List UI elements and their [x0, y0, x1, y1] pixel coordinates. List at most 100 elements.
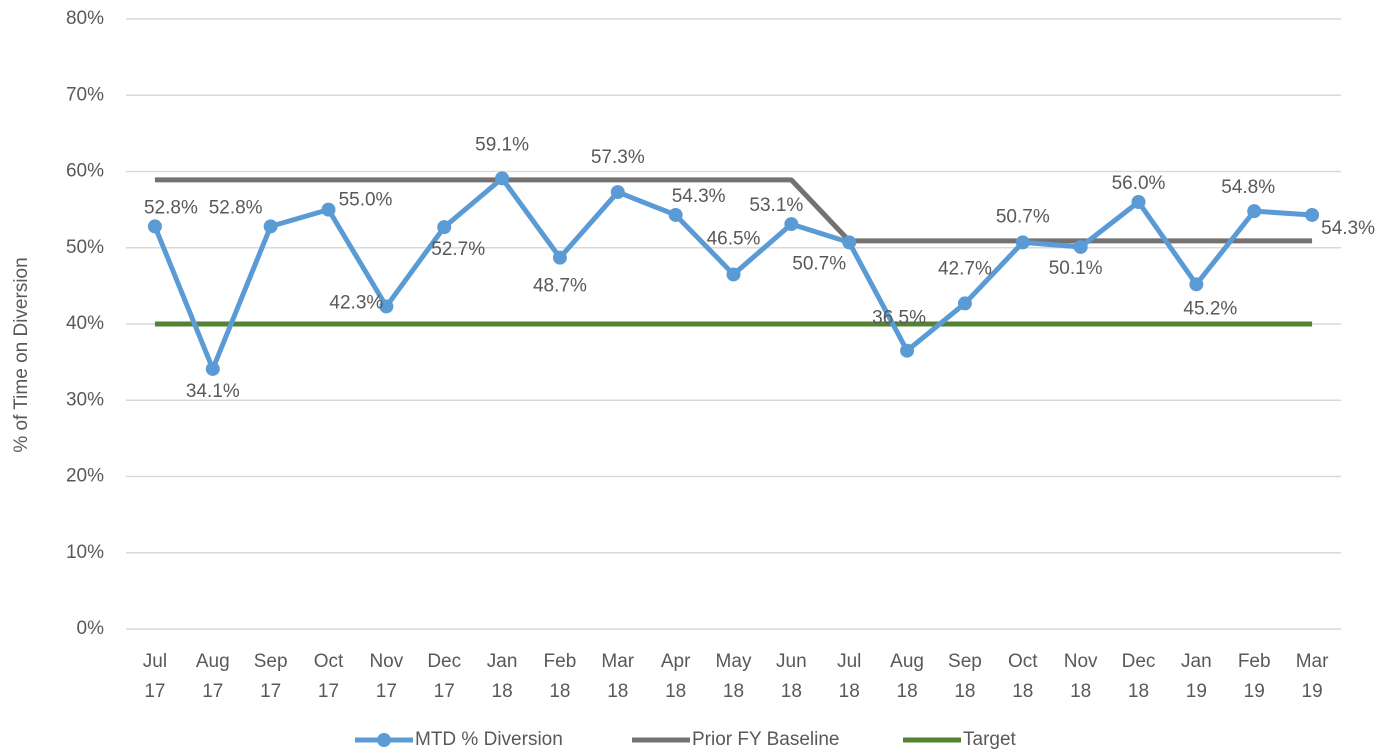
y-tick-label: 20% — [66, 466, 104, 487]
x-tick-label: 19 — [1186, 681, 1207, 702]
data-label: 54.3% — [672, 186, 726, 207]
x-tick-label: May — [716, 651, 752, 672]
x-tick-label: Mar — [601, 651, 634, 672]
x-tick-label: 17 — [434, 681, 455, 702]
x-tick-label: Aug — [196, 651, 230, 672]
x-tick-label: 17 — [144, 681, 165, 702]
y-tick-label: 70% — [66, 84, 104, 105]
x-tick-label: Oct — [1008, 651, 1038, 672]
data-label: 54.8% — [1221, 177, 1275, 198]
data-label: 48.7% — [533, 276, 587, 297]
x-tick-label: Dec — [427, 651, 461, 672]
x-tick-label: Jun — [776, 651, 807, 672]
data-label: 52.7% — [431, 239, 485, 260]
data-point — [1015, 235, 1030, 250]
x-tick-label: 17 — [318, 681, 339, 702]
data-point — [263, 219, 278, 234]
data-label: 46.5% — [707, 228, 761, 249]
legend-label: MTD % Diversion — [415, 729, 563, 750]
data-point — [668, 207, 683, 222]
data-point — [205, 361, 220, 376]
x-tick-label: Feb — [1238, 651, 1271, 672]
x-tick-label: 18 — [1128, 681, 1149, 702]
x-tick-label: Jul — [837, 651, 861, 672]
data-label: 45.2% — [1183, 298, 1237, 319]
data-point — [437, 220, 452, 235]
x-tick-label: Feb — [544, 651, 577, 672]
x-tick-label: Mar — [1296, 651, 1329, 672]
data-point — [1189, 277, 1204, 292]
data-point — [495, 171, 510, 186]
y-tick-label: 60% — [66, 161, 104, 182]
y-axis-title: % of Time on Diversion — [11, 257, 32, 452]
legend-label: Target — [963, 729, 1017, 750]
x-tick-label: 18 — [665, 681, 686, 702]
data-point — [147, 219, 162, 234]
x-tick-label: 19 — [1302, 681, 1323, 702]
x-tick-label: 18 — [781, 681, 802, 702]
data-point — [1131, 195, 1146, 209]
x-tick-label: Sep — [948, 651, 982, 672]
data-point — [1247, 204, 1262, 219]
y-tick-label: 40% — [66, 313, 104, 334]
x-tick-label: Oct — [314, 651, 344, 672]
data-label: 36.5% — [872, 308, 926, 329]
x-tick-label: Aug — [890, 651, 924, 672]
y-tick-label: 30% — [66, 389, 104, 410]
x-tick-label: 17 — [376, 681, 397, 702]
data-label: 42.7% — [938, 258, 992, 279]
x-tick-label: Dec — [1122, 651, 1156, 672]
x-tick-label: 18 — [723, 681, 744, 702]
x-tick-label: 18 — [839, 681, 860, 702]
data-label: 55.0% — [339, 190, 393, 211]
x-tick-label: Jan — [487, 651, 518, 672]
x-tick-label: 18 — [1012, 681, 1033, 702]
data-label: 50.7% — [996, 206, 1050, 227]
data-point — [784, 217, 799, 232]
data-point — [1073, 239, 1088, 254]
data-point — [1305, 207, 1320, 222]
x-tick-label: Nov — [1064, 651, 1098, 672]
x-tick-label: 18 — [1070, 681, 1091, 702]
series-line — [154, 177, 1313, 244]
data-label: 52.8% — [144, 197, 198, 218]
data-label: 34.1% — [186, 381, 240, 402]
x-tick-label: Jul — [143, 651, 167, 672]
data-label: 50.7% — [792, 253, 846, 274]
data-point — [900, 343, 915, 358]
y-tick-label: 50% — [66, 237, 104, 258]
data-label: 52.8% — [209, 197, 263, 218]
legend-marker — [377, 733, 391, 747]
data-point — [321, 202, 336, 217]
x-tick-label: Nov — [369, 651, 403, 672]
data-label: 42.3% — [329, 292, 383, 313]
data-label: 54.3% — [1321, 218, 1375, 239]
x-tick-label: 18 — [492, 681, 513, 702]
data-label: 53.1% — [749, 195, 803, 216]
legend-label: Prior FY Baseline — [692, 729, 840, 750]
x-tick-label: 18 — [607, 681, 628, 702]
data-point — [552, 250, 567, 265]
x-tick-label: 18 — [954, 681, 975, 702]
x-tick-label: Apr — [661, 651, 691, 672]
data-point — [957, 296, 972, 311]
x-tick-label: 18 — [897, 681, 918, 702]
x-tick-label: 19 — [1244, 681, 1265, 702]
x-tick-label: 17 — [202, 681, 223, 702]
data-label: 56.0% — [1112, 173, 1166, 194]
data-point — [726, 267, 741, 282]
data-label: 59.1% — [475, 134, 529, 155]
x-tick-label: Jan — [1181, 651, 1212, 672]
data-point — [379, 299, 394, 314]
data-label: 50.1% — [1049, 258, 1103, 279]
x-tick-label: 17 — [260, 681, 281, 702]
x-tick-label: 18 — [549, 681, 570, 702]
y-tick-label: 0% — [77, 618, 105, 639]
y-tick-label: 10% — [66, 542, 104, 563]
data-label: 57.3% — [591, 147, 645, 168]
y-tick-label: 80% — [66, 8, 104, 29]
x-tick-label: Sep — [254, 651, 288, 672]
data-point — [842, 235, 857, 250]
data-point — [610, 185, 625, 200]
